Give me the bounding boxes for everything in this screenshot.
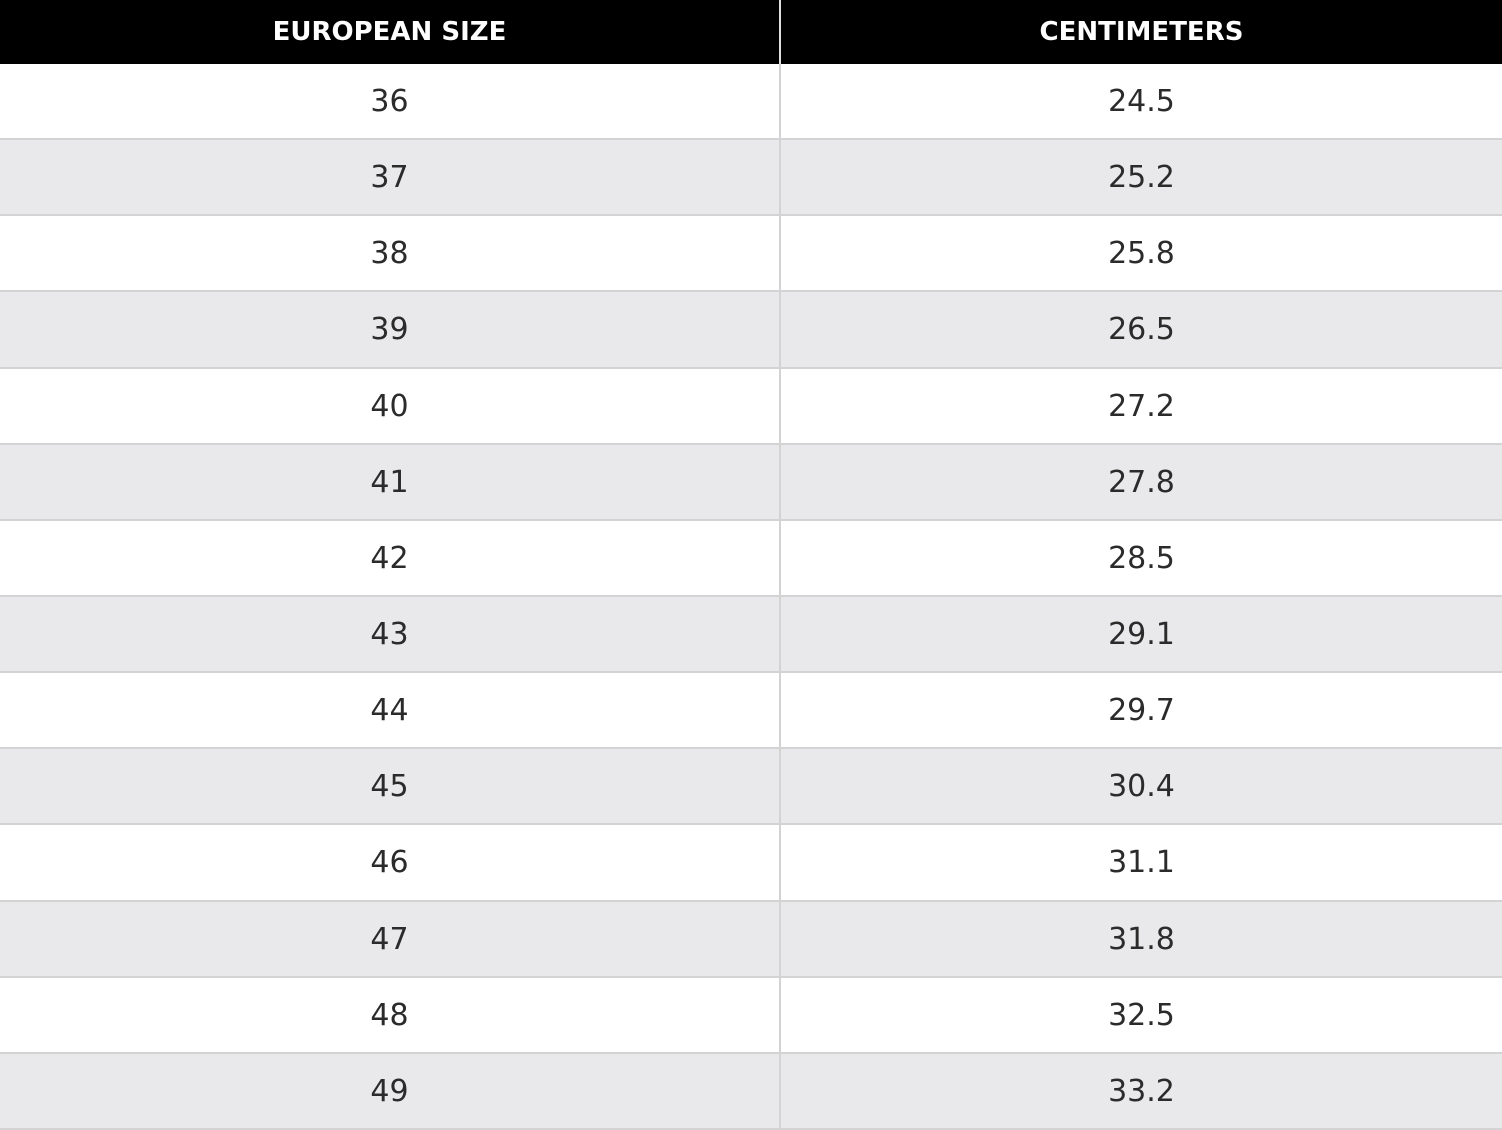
table-cell: 47 <box>0 902 781 978</box>
table-cell: 44 <box>0 673 781 749</box>
table-cell: 49 <box>0 1054 781 1130</box>
table-cell: 29.1 <box>781 597 1502 673</box>
table-cell: 45 <box>0 749 781 825</box>
table-cell: 25.8 <box>781 216 1502 292</box>
table-cell: 37 <box>0 140 781 216</box>
table-cell: 27.8 <box>781 445 1502 521</box>
table-cell: 40 <box>0 369 781 445</box>
table-cell: 28.5 <box>781 521 1502 597</box>
table-cell: 33.2 <box>781 1054 1502 1130</box>
table-cell: 27.2 <box>781 369 1502 445</box>
table-cell: 42 <box>0 521 781 597</box>
table-cell: 36 <box>0 64 781 140</box>
table-cell: 46 <box>0 825 781 902</box>
table-cell: 30.4 <box>781 749 1502 825</box>
table-cell: 24.5 <box>781 64 1502 140</box>
table-cell: 41 <box>0 445 781 521</box>
table-cell: 26.5 <box>781 292 1502 369</box>
header-cell: CENTIMETERS <box>781 0 1502 64</box>
table-cell: 43 <box>0 597 781 673</box>
table-cell: 48 <box>0 978 781 1054</box>
table-cell: 25.2 <box>781 140 1502 216</box>
header-cell: EUROPEAN SIZE <box>0 0 781 64</box>
table-cell: 32.5 <box>781 978 1502 1054</box>
table-cell: 29.7 <box>781 673 1502 749</box>
table-cell: 31.1 <box>781 825 1502 902</box>
table-cell: 39 <box>0 292 781 369</box>
table-cell: 31.8 <box>781 902 1502 978</box>
table-cell: 38 <box>0 216 781 292</box>
